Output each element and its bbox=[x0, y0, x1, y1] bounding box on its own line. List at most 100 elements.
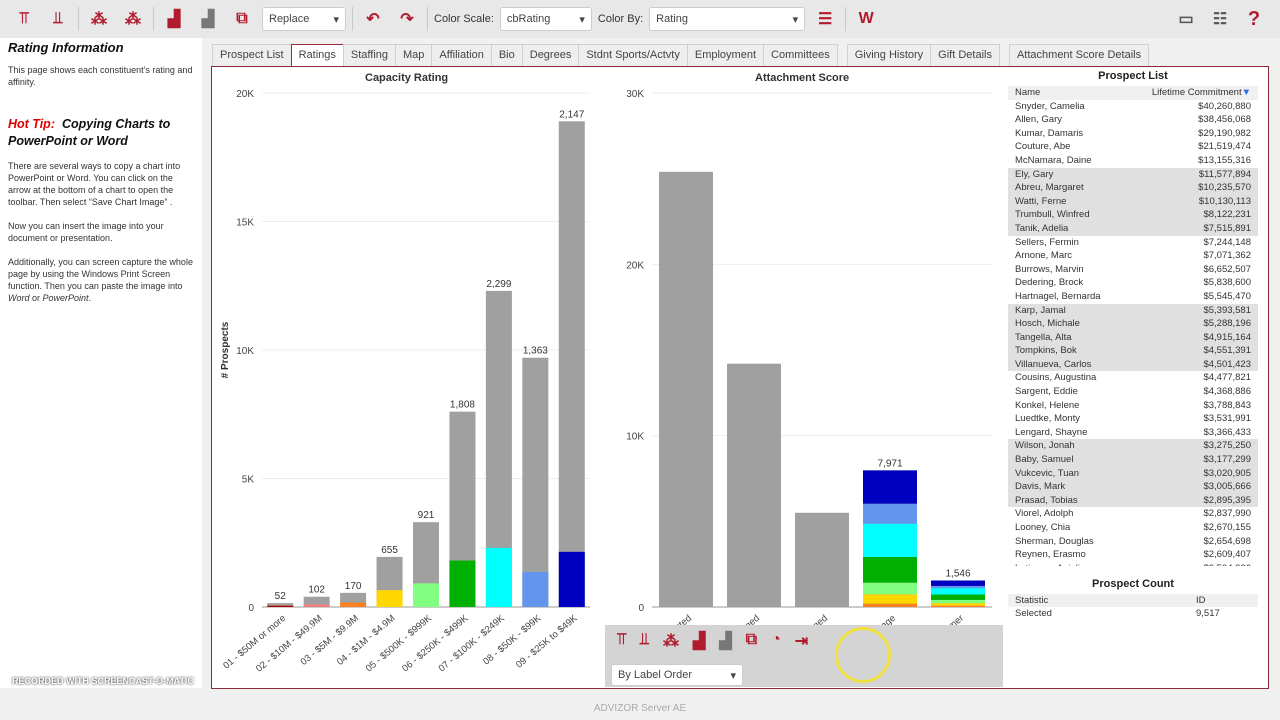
table-row[interactable]: Cousins, Augustina $4,477,821 bbox=[1008, 371, 1258, 385]
table-row[interactable]: Kumar, Damaris $29,190,982 bbox=[1008, 127, 1258, 141]
tab-giving-history[interactable]: Giving History bbox=[846, 44, 932, 66]
tab-affiliation[interactable]: Affiliation bbox=[431, 44, 492, 66]
table-row[interactable]: Burrows, Marvin $6,652,507 bbox=[1008, 263, 1258, 277]
table-row[interactable]: Karp, Jamal $5,393,581 bbox=[1008, 303, 1258, 318]
help-icon[interactable]: ? bbox=[1247, 7, 1261, 30]
tab-stdnt-sports-actvty[interactable]: Stdnt Sports/Actvty bbox=[578, 44, 688, 66]
lifetime-commitment: $5,838,600 bbox=[1203, 277, 1251, 289]
spark-icon[interactable]: ⁂ bbox=[91, 11, 107, 28]
notes-icon[interactable]: ☷ bbox=[1212, 11, 1228, 28]
spark-icon[interactable]: ⁂ bbox=[663, 633, 680, 650]
table-row[interactable]: Dedering, Brock $5,838,600 bbox=[1008, 276, 1258, 290]
bar-chart-icon[interactable]: ▟ bbox=[693, 633, 706, 650]
prospect-name: McNamara, Daine bbox=[1015, 154, 1092, 166]
tab-prospect-list[interactable]: Prospect List bbox=[212, 44, 292, 66]
lifetime-commitment: $10,130,113 bbox=[1198, 195, 1251, 207]
table-row[interactable]: Luedtke, Monty $3,531,991 bbox=[1008, 412, 1258, 426]
table-row[interactable]: Villanueva, Carlos $4,501,423 bbox=[1008, 357, 1258, 372]
tab-gift-details[interactable]: Gift Details bbox=[930, 44, 1000, 66]
lifetime-commitment: $2,609,407 bbox=[1203, 549, 1251, 561]
table-row[interactable]: Viorel, Adolph $2,837,990 bbox=[1008, 507, 1258, 521]
table-row[interactable]: Trumbull, Winfred $8,122,231 bbox=[1008, 208, 1258, 222]
prospect-name: Allen, Gary bbox=[1015, 114, 1062, 126]
text: Word bbox=[8, 293, 30, 303]
tab-bio[interactable]: Bio bbox=[490, 44, 523, 66]
table-row[interactable]: Lengard, Shayne $3,366,433 bbox=[1008, 426, 1258, 440]
table-row[interactable]: Baby, Samuel $3,177,299 bbox=[1008, 453, 1258, 467]
table-row[interactable]: Allen, Gary $38,456,068 bbox=[1008, 113, 1258, 127]
prospect-name: Hartnagel, Bernarda bbox=[1015, 290, 1101, 302]
tab-committees[interactable]: Committees bbox=[763, 44, 838, 66]
replace-dropdown[interactable]: Replace ▾ bbox=[262, 7, 346, 31]
spark-alt-icon[interactable]: ⁂ bbox=[125, 11, 141, 28]
tab-staffing[interactable]: Staffing bbox=[342, 44, 396, 66]
table-row[interactable]: Sellers, Fermin $7,244,148 bbox=[1008, 236, 1258, 250]
table-row[interactable]: Wilson, Jonah $3,275,250 bbox=[1008, 439, 1258, 454]
column-header-lifetime-commitment[interactable]: Lifetime Commitment▼ bbox=[1152, 86, 1251, 100]
tab-employment[interactable]: Employment bbox=[686, 44, 765, 66]
table-row[interactable]: Konkel, Helene $3,788,843 bbox=[1008, 399, 1258, 413]
tab-ratings[interactable]: Ratings bbox=[290, 44, 344, 67]
hot-tip-prefix: Hot Tip: bbox=[8, 117, 55, 131]
table-row[interactable]: Hosch, Michale $5,288,196 bbox=[1008, 317, 1258, 331]
prospect-name: Sellers, Fermin bbox=[1015, 236, 1079, 248]
table-row[interactable]: Sherman, Douglas $2,654,698 bbox=[1008, 535, 1258, 549]
table-row[interactable]: Ely, Gary $11,577,894 bbox=[1008, 167, 1258, 182]
attachment-chart-title: Attachment Score bbox=[755, 72, 850, 84]
table-row[interactable]: Vukcevic, Tuan $3,020,905 bbox=[1008, 466, 1258, 481]
table-row[interactable]: Looney, Chia $2,670,155 bbox=[1008, 521, 1258, 535]
table-row[interactable]: McNamara, Daine $13,155,316 bbox=[1008, 154, 1258, 168]
bar-chart-gray-icon[interactable]: ▟ bbox=[201, 11, 215, 28]
divider bbox=[153, 7, 154, 31]
expand-icon[interactable]: ⧉ bbox=[745, 631, 758, 648]
divider bbox=[845, 7, 847, 31]
table-row[interactable]: Watti, Ferne $10,130,113 bbox=[1008, 194, 1258, 209]
bar-chart-gray-icon[interactable]: ▟ bbox=[719, 633, 732, 650]
table-row[interactable]: Latimore, Anjelica $2,594,336 bbox=[1008, 562, 1258, 566]
column-header-name[interactable]: Name bbox=[1015, 87, 1041, 98]
pie-chart-icon[interactable]: ◔ bbox=[771, 631, 781, 648]
expand-icon[interactable]: ⧉ bbox=[236, 10, 248, 27]
redo-icon[interactable]: ↷ bbox=[400, 11, 414, 28]
table-row[interactable]: Couture, Abe $21,519,474 bbox=[1008, 140, 1258, 154]
tab-degrees[interactable]: Degrees bbox=[521, 44, 580, 66]
table-row[interactable]: Snyder, Camelia $40,260,880 bbox=[1008, 100, 1258, 114]
prospect-name: Arnone, Marc bbox=[1015, 250, 1073, 262]
lifetime-commitment: $29,190,982 bbox=[1198, 127, 1251, 139]
save-chart-image-icon[interactable]: ⇥ bbox=[794, 633, 809, 650]
undo-icon[interactable]: ↶ bbox=[366, 11, 380, 28]
comment-icon[interactable]: ▭ bbox=[1178, 11, 1194, 28]
legend-icon[interactable]: ☰ bbox=[818, 11, 833, 28]
table-row[interactable]: Abreu, Margaret $10,235,570 bbox=[1008, 181, 1258, 195]
table-row[interactable]: Prasad, Tobias $2,895,395 bbox=[1008, 493, 1258, 508]
color-by-dropdown[interactable]: Rating ▾ bbox=[649, 7, 806, 31]
table-row[interactable]: Arnone, Marc $7,071,362 bbox=[1008, 249, 1258, 263]
table-row[interactable]: Tanik, Adelia $7,515,891 bbox=[1008, 221, 1258, 236]
table-row[interactable]: Sargent, Eddie $4,368,886 bbox=[1008, 385, 1258, 399]
word-export-icon[interactable]: W bbox=[858, 10, 874, 27]
table-row[interactable]: Tompkins, Bok $4,551,391 bbox=[1008, 344, 1258, 358]
lifetime-commitment: $2,670,155 bbox=[1203, 522, 1251, 533]
bar-chart-unmark-icon[interactable]: ⫫ bbox=[640, 631, 650, 648]
prospect-list-body[interactable]: Snyder, Camelia $40,260,880 Allen, Gary $38… bbox=[1008, 100, 1258, 566]
bar-chart-unmark-icon[interactable]: ⫫ bbox=[53, 10, 63, 27]
tab-attachment-score-details[interactable]: Attachment Score Details bbox=[1008, 44, 1150, 66]
lifetime-commitment: $4,368,886 bbox=[1203, 386, 1251, 398]
prospect-name: Vukcevic, Tuan bbox=[1015, 467, 1080, 479]
bar-chart-mark-icon[interactable]: ⫪ bbox=[617, 631, 627, 648]
table-row[interactable]: Davis, Mark $3,005,666 bbox=[1008, 480, 1258, 494]
bar-chart-icon[interactable]: ▟ bbox=[167, 11, 181, 28]
lifetime-commitment: $40,260,880 bbox=[1198, 100, 1251, 112]
table-row[interactable]: Hartnagel, Bernarda $5,545,470 bbox=[1008, 290, 1258, 304]
lifetime-commitment: $10,235,570 bbox=[1198, 182, 1251, 194]
footer: ADVIZOR Server AE bbox=[593, 703, 687, 714]
chevron-down-icon: ▾ bbox=[333, 13, 339, 26]
tab-map[interactable]: Map bbox=[395, 44, 433, 66]
color-scale-dropdown[interactable]: cbRating ▾ bbox=[499, 7, 592, 31]
table-row[interactable]: Reynen, Erasmo $2,609,407 bbox=[1008, 548, 1258, 562]
sort-order-dropdown[interactable]: By Label Order ▾ bbox=[611, 664, 743, 686]
bar-chart-mark-icon[interactable]: ⫪ bbox=[19, 10, 29, 27]
prospect-list-title: Prospect List bbox=[1098, 70, 1168, 82]
column-header-id: ID bbox=[1196, 594, 1206, 606]
table-row[interactable]: Tangella, Alta $4,915,164 bbox=[1008, 330, 1258, 345]
